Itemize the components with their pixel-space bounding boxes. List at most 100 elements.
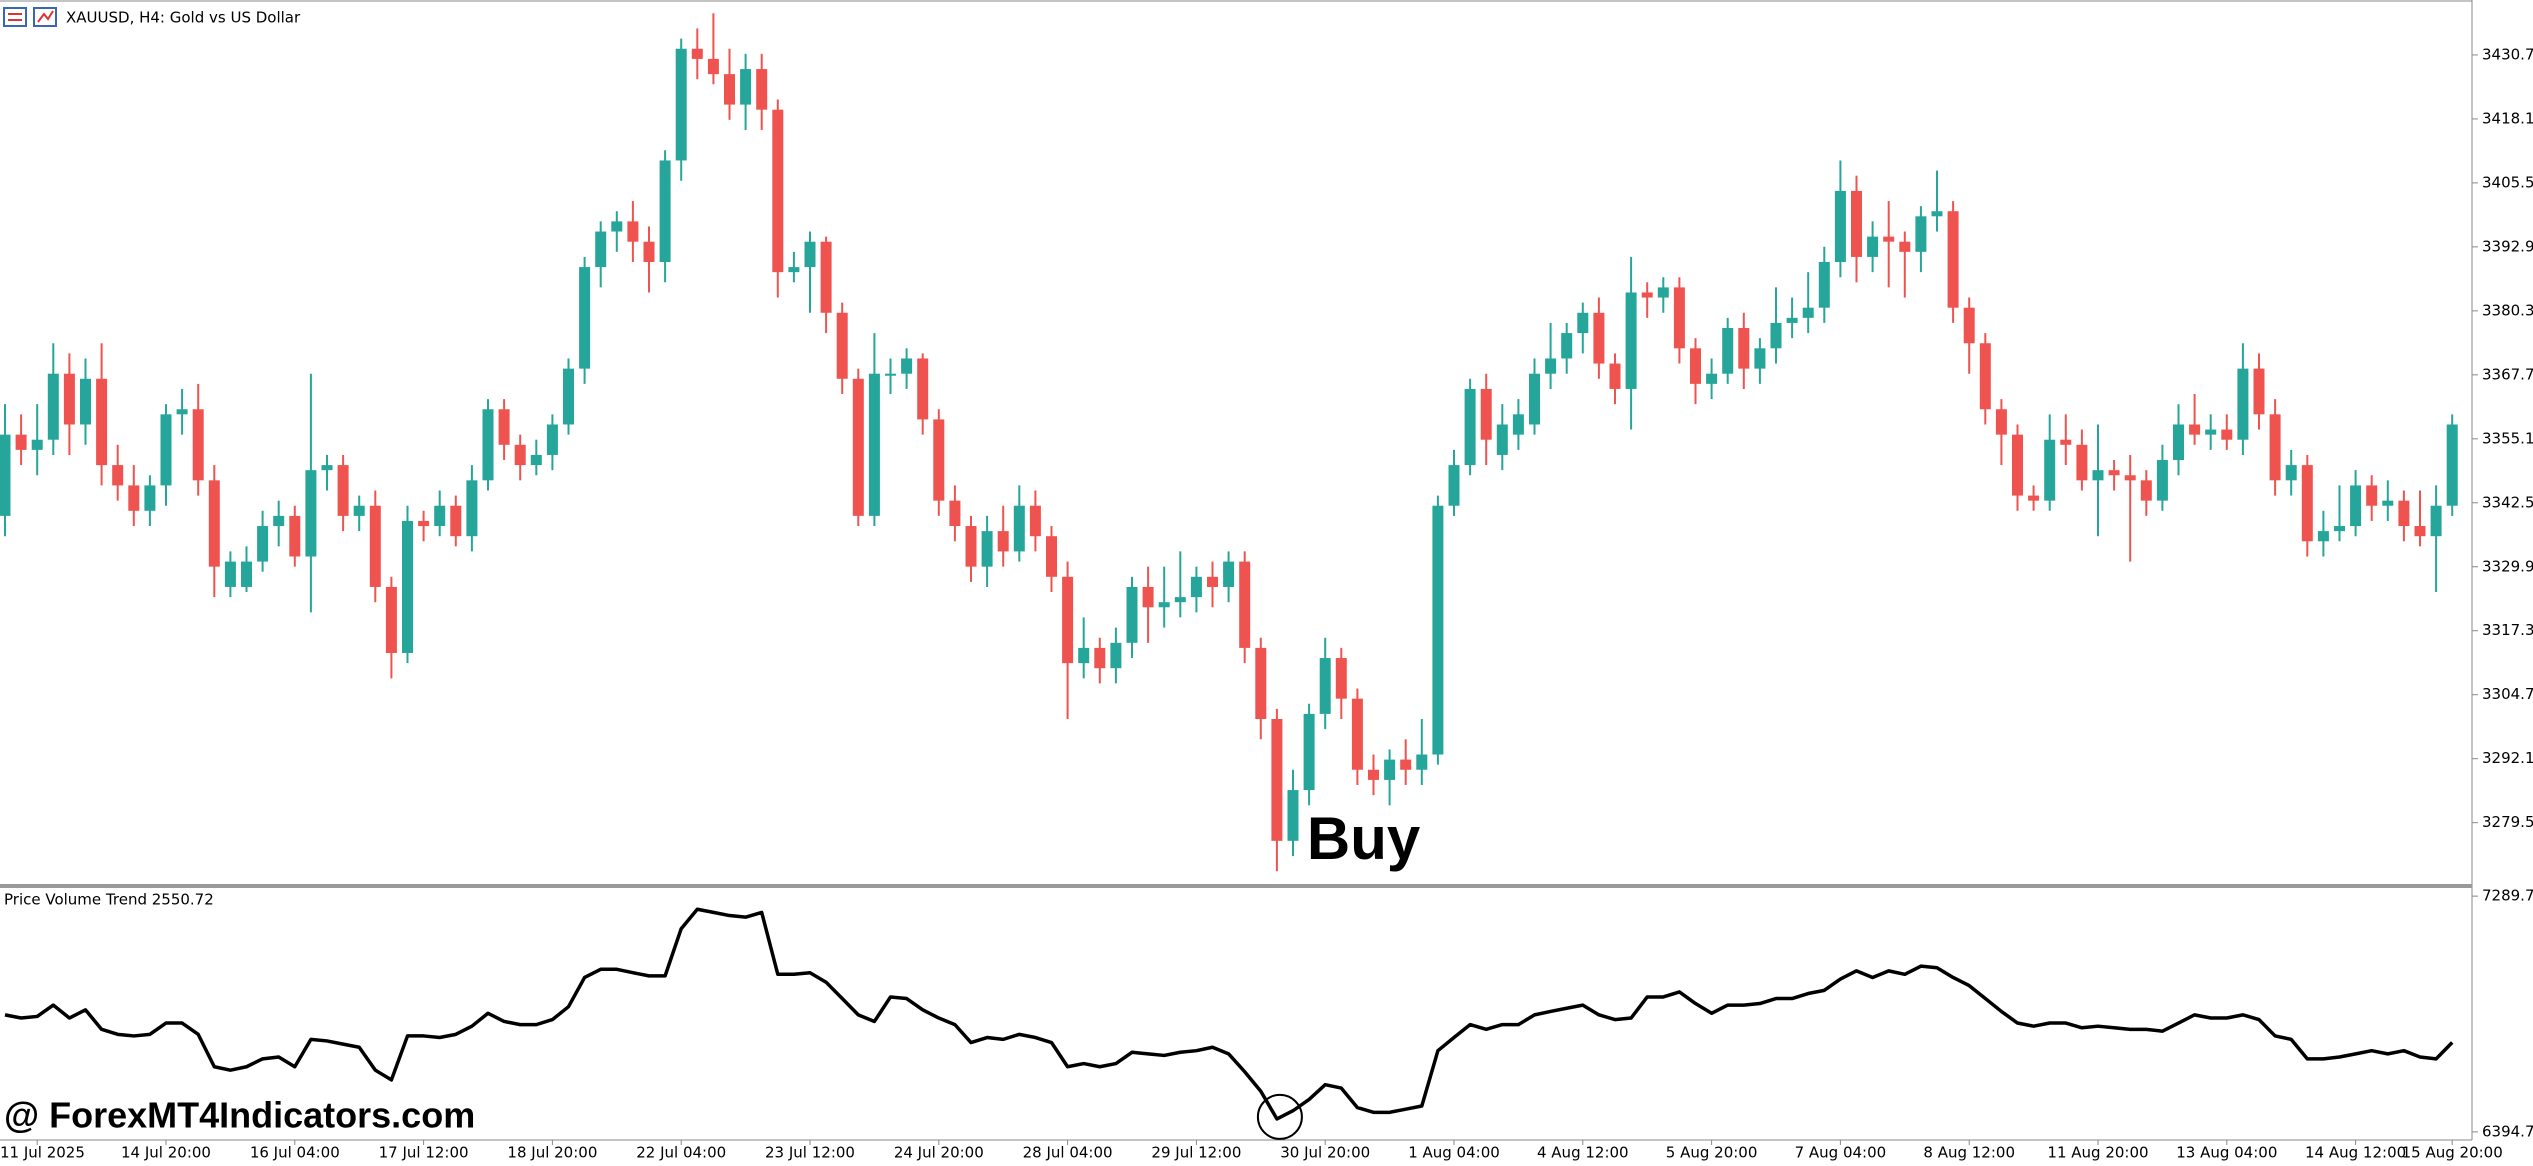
candle-body: [1335, 658, 1347, 699]
candle-body: [2156, 460, 2168, 501]
candle-body: [1561, 333, 1573, 359]
candle-body: [1512, 414, 1524, 435]
candle-body: [15, 434, 27, 450]
candle-body: [241, 561, 252, 587]
x-tick-label: 14 Aug 12:00: [2305, 1144, 2406, 1162]
x-tick-label: 24 Jul 20:00: [894, 1144, 984, 1162]
icon: [37, 10, 54, 23]
y-tick-label: 3367.78: [2482, 365, 2533, 383]
title-icons: [3, 7, 57, 27]
candle-body: [804, 241, 816, 268]
candle-body: [949, 500, 961, 527]
watermark: @ ForexMT4Indicators.com: [4, 1095, 475, 1136]
candle-body: [337, 465, 349, 516]
x-tick-label: 13 Aug 04:00: [2176, 1144, 2277, 1162]
candle-body: [176, 409, 188, 415]
candle-body: [224, 561, 236, 587]
candle-body: [498, 409, 510, 445]
candle-body: [1867, 236, 1879, 257]
candle-body: [868, 373, 880, 516]
candle-body: [1384, 759, 1396, 780]
candle-body: [1110, 642, 1122, 669]
candle-body: [1207, 576, 1218, 587]
x-tick-label: 8 Aug 12:00: [1923, 1144, 2015, 1162]
candle-body: [1802, 307, 1814, 318]
candle-body: [2301, 465, 2313, 542]
candle-body: [885, 373, 896, 376]
candle-body: [402, 520, 413, 653]
candle-body: [1239, 561, 1251, 648]
candle-body: [2414, 526, 2426, 537]
candle-body: [1158, 602, 1170, 608]
candle-body: [128, 485, 140, 511]
candle-body: [1480, 388, 1492, 440]
candle-body: [2430, 505, 2442, 537]
candle-body: [2108, 470, 2120, 476]
candle-body: [965, 526, 977, 567]
candle-body: [1786, 317, 1798, 323]
candle-body: [1673, 287, 1685, 349]
candle-body: [675, 48, 687, 161]
x-tick-label: 1 Aug 04:00: [1408, 1144, 1500, 1162]
x-tick-label: 14 Jul 20:00: [121, 1144, 211, 1162]
candle-body: [852, 378, 864, 516]
candle-body: [1722, 328, 1734, 374]
candle-body: [1432, 505, 1444, 755]
candle-body: [80, 378, 91, 425]
candle-body: [289, 515, 301, 557]
candle-body: [530, 454, 542, 466]
candle-body: [707, 58, 719, 75]
candle-body: [1351, 698, 1363, 770]
candle-body: [2237, 368, 2249, 440]
candle-body: [836, 312, 848, 379]
y-tick-label: 3405.58: [2482, 173, 2533, 191]
candle-body: [820, 241, 832, 313]
candle-body: [740, 69, 752, 105]
candle-body: [514, 444, 526, 466]
candle-body: [1287, 790, 1299, 841]
candle-body: [2382, 500, 2394, 506]
candle-body: [1094, 647, 1106, 669]
candle-body: [2092, 470, 2104, 481]
candle-body: [31, 439, 43, 450]
candle-body: [659, 160, 671, 263]
candle-body: [724, 74, 735, 105]
candle-body: [1368, 769, 1379, 780]
candle-body: [1963, 307, 1975, 344]
candle-body: [466, 480, 478, 537]
candle-body: [2398, 500, 2410, 527]
candle-body: [1174, 597, 1186, 603]
candle-body: [305, 470, 317, 557]
candle-body: [772, 109, 784, 273]
candle-body: [1013, 505, 1025, 552]
candle-body: [1995, 409, 2007, 435]
candle-body: [2012, 434, 2023, 496]
candle-body: [2446, 424, 2458, 506]
candle-body: [1690, 348, 1701, 384]
candle-body: [2028, 495, 2040, 501]
candle-body: [1625, 292, 1637, 389]
x-tick-label: 23 Jul 12:00: [765, 1144, 855, 1162]
candle-body: [997, 531, 1009, 552]
indicator-line: [4, 907, 2454, 1121]
candle-body: [2076, 444, 2088, 481]
candle-body: [1609, 363, 1621, 389]
candle-body: [1319, 658, 1331, 714]
candle-body: [981, 531, 993, 567]
candle-body: [0, 434, 11, 516]
candle-body: [96, 378, 108, 466]
candle-body: [1947, 211, 1959, 308]
x-tick-label: 30 Jul 20:00: [1280, 1144, 1370, 1162]
candle-body: [1126, 586, 1138, 643]
candle-body: [1190, 576, 1202, 598]
candle-body: [1593, 312, 1605, 364]
candle-body: [2350, 485, 2362, 527]
x-tick-label: 22 Jul 04:00: [636, 1144, 726, 1162]
candle-body: [901, 358, 913, 374]
candle-body: [2140, 480, 2152, 501]
candle-body: [1464, 388, 1476, 466]
candle-body: [546, 424, 558, 455]
x-tick-label: 11 Aug 20:00: [2047, 1144, 2148, 1162]
candle-body: [2221, 429, 2233, 440]
candle-body: [1834, 190, 1846, 263]
